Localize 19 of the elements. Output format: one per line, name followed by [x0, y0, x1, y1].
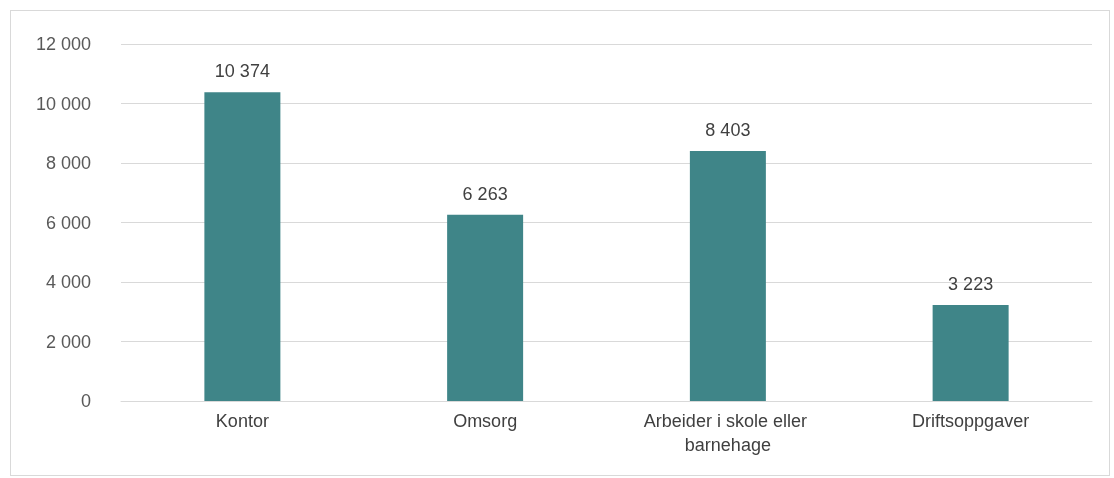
bar: [689, 151, 766, 401]
x-tick-label: Driftsoppgaver: [912, 411, 1030, 431]
y-tick-label: 4 000: [45, 272, 91, 292]
y-tick-label: 6 000: [45, 212, 91, 233]
x-tick-label: Kontor: [215, 411, 269, 431]
bar: [932, 305, 1009, 401]
y-tick-label: 2 000: [45, 331, 91, 352]
data-label: 10 374: [214, 61, 270, 82]
x-tick-label: Arbeider i skole eller barnehage: [643, 411, 812, 455]
data-label: 8 403: [705, 120, 751, 141]
bar: [204, 92, 281, 401]
y-tick-label: 12 000: [35, 34, 91, 54]
bar: [447, 214, 524, 401]
x-tick-label: Omsorg: [453, 411, 518, 431]
data-label: 3 223: [948, 274, 994, 295]
y-tick-label: 0: [80, 391, 91, 411]
y-tick-label: 10 000: [35, 93, 91, 114]
data-label: 6 263: [462, 183, 508, 204]
y-tick-label: 8 000: [45, 153, 91, 173]
